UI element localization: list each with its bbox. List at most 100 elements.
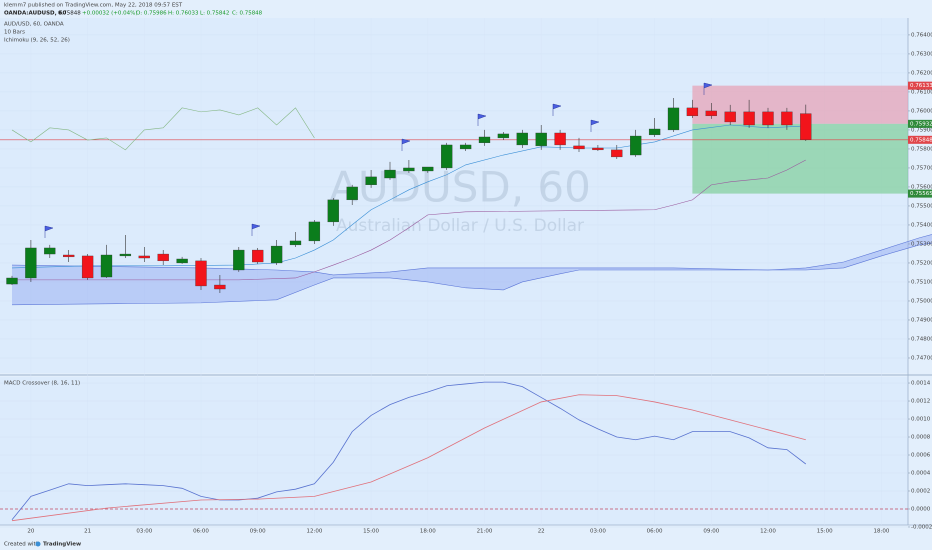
candle-body: [308, 221, 321, 242]
watermark-subtitle: Australian Dollar / U.S. Dollar: [336, 216, 584, 236]
candle-body: [535, 132, 547, 147]
candle-body: [781, 111, 793, 126]
target-tag: [908, 189, 932, 198]
y-tick-label: 0.75400: [911, 222, 932, 228]
y-tick-label: 0.74900: [911, 317, 932, 323]
x-tick-label: 09:00: [250, 529, 266, 535]
cloud-fill: [12, 234, 932, 305]
flag: [590, 119, 600, 132]
candle-body: [138, 255, 150, 259]
x-tick-label: 15:00: [363, 529, 379, 535]
macd-pane: [0, 377, 908, 525]
candle-body: [497, 133, 510, 139]
main-layer: [0, 98, 908, 522]
entry-tag-label: 0.75932: [910, 121, 932, 127]
stop-tag-label: 0.76133: [910, 83, 932, 89]
x-tick-label: 22: [538, 529, 545, 535]
footer-logo: [35, 541, 41, 547]
y-tick-label: 0.0002: [911, 488, 930, 494]
x-tick-label: 20: [27, 529, 34, 535]
front-layer: 0.76400 0.76300 0.76200 0.76100 0.76000 0.759…: [27, 32, 932, 535]
y-tick-label: 0.76100: [911, 89, 932, 95]
ichimoku-line: [12, 159, 806, 281]
candle-body: [630, 135, 642, 156]
candle-body: [270, 245, 283, 264]
y-tick-label: 0.0006: [911, 453, 931, 459]
footer-created: Created with: [4, 542, 40, 548]
flag: [44, 225, 54, 238]
ichimoku-line: [11, 107, 315, 151]
candle-body: [25, 247, 37, 279]
candle-body: [554, 132, 566, 146]
candle-body: [100, 254, 113, 278]
candle-body: [195, 260, 207, 287]
candle-body: [648, 128, 661, 136]
candle-body: [6, 277, 18, 285]
ohlc-open: O: 0.75986: [136, 11, 167, 17]
flag: [401, 138, 411, 151]
ohlc-low: L: 0.75842: [200, 11, 229, 17]
candle-body: [327, 199, 339, 223]
y-tick-label: 0.75700: [911, 165, 932, 171]
candle-body: [724, 111, 736, 123]
y-tick-label: 0.75500: [911, 203, 932, 209]
y-tick-label: 0.0010: [911, 417, 931, 423]
y-tick-label: 0.75900: [911, 127, 932, 133]
y-tick-label: 0.0012: [911, 399, 930, 405]
cloud-span-b: [11, 242, 932, 306]
signal-flags: [44, 82, 713, 238]
x-tick-label: 18:00: [420, 529, 436, 535]
candle-body: [441, 144, 453, 169]
published-note: klemm7 published on TradingView.com, May…: [4, 3, 183, 9]
y-tick-label: 0.75100: [911, 279, 932, 285]
candle-body: [422, 166, 434, 172]
y-tick-label: 0.75200: [911, 260, 932, 266]
y-tick-label: 0.0000: [911, 506, 931, 512]
cloud-span-a: [11, 234, 932, 276]
candle-body: [214, 284, 226, 290]
y-tick-label: -0.0002: [911, 524, 932, 530]
ohlc-high: H: 0.76033: [168, 11, 199, 17]
pane-legend: Ichimoku (9, 26, 52, 26): [4, 38, 70, 44]
x-tick-label: 12:00: [760, 529, 776, 535]
candle-body: [573, 145, 585, 150]
candle-body: [611, 149, 623, 158]
candle-body: [762, 111, 774, 126]
candle-body: [63, 254, 75, 258]
symbol: OANDA:AUDUSD, 60: [4, 11, 66, 17]
x-tick-label: 09:00: [703, 529, 719, 535]
candle-body: [705, 110, 717, 117]
x-tick-label: 15:00: [817, 529, 833, 535]
flag: [477, 113, 487, 126]
x-tick-label: 03:00: [136, 529, 152, 535]
candle-body: [478, 136, 491, 144]
price-tag: [908, 135, 932, 144]
flag: [251, 223, 261, 236]
main-pane: [0, 18, 908, 373]
candle-body: [252, 249, 264, 263]
price-tag-label: 0.75848: [910, 137, 932, 143]
macd-legend: MACD Crossover (8, 16, 11): [4, 381, 80, 387]
x-tick-label: 21: [84, 529, 91, 535]
footer-brand: TradingView: [43, 542, 81, 548]
y-tick-label: 0.74800: [911, 336, 932, 342]
price-change: +0.00032 (+0.04%): [82, 11, 137, 17]
target-tag-label: 0.75565: [910, 191, 932, 197]
candle-body: [176, 258, 188, 264]
pane-legend: 10 Bars: [4, 30, 25, 36]
candle-body: [459, 144, 472, 150]
y-tick-label: 0.74700: [911, 355, 932, 361]
candle-body: [403, 167, 415, 172]
y-tick-label: 0.76300: [911, 51, 932, 57]
candle-body: [800, 113, 812, 140]
candle-body: [667, 107, 680, 131]
y-tick-label: 0.76000: [911, 108, 932, 114]
candle-body: [516, 132, 528, 146]
y-tick-label: 0.75800: [911, 146, 932, 152]
candle-body: [346, 186, 358, 201]
candle-body: [592, 147, 604, 151]
candle-body: [44, 247, 56, 255]
ohlc-close: C: 0.75848: [232, 11, 263, 17]
